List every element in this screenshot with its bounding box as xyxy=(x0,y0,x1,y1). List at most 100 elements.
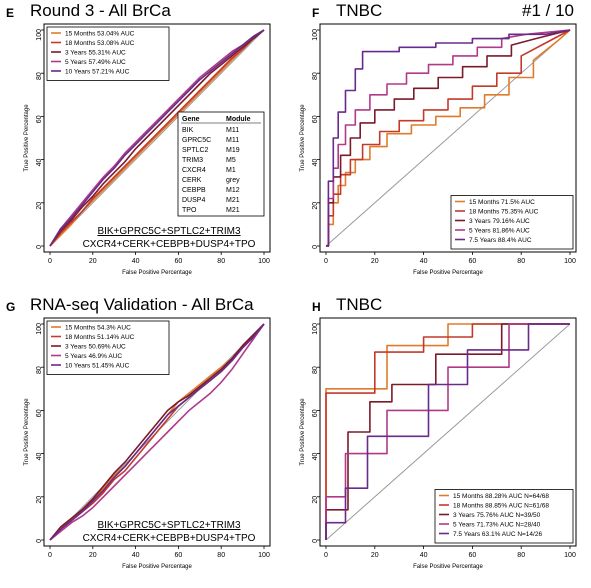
y-tick-label: 0 xyxy=(36,245,43,249)
table-cell-gene: DUSP4 xyxy=(182,197,205,204)
table-cell-gene: CEBPB xyxy=(182,187,206,194)
legend-entry: 18 Months 88.85% AUC N=61/68 xyxy=(453,503,549,510)
x-tick-label: 0 xyxy=(324,258,328,265)
x-tick-label: 100 xyxy=(258,258,270,265)
table-cell-module: M5 xyxy=(226,157,236,164)
legend-entry: 10 Years 57.21% AUC xyxy=(65,69,130,76)
legend-box xyxy=(46,320,170,375)
table-cell-module: M19 xyxy=(226,147,240,154)
x-tick-label: 80 xyxy=(517,552,525,559)
table-cell-module: M11 xyxy=(226,137,239,144)
formula-line-1: BIK+GPRC5C+SPTLC2+TRIM3 xyxy=(97,226,241,237)
x-tick-label: 0 xyxy=(48,552,52,559)
y-axis-label: True Positive Percentage xyxy=(24,398,30,466)
x-tick-label: 60 xyxy=(469,258,477,265)
y-axis-label: True Positive Percentage xyxy=(24,104,30,172)
table-header-gene: Gene xyxy=(182,116,200,123)
chart-title: TNBC xyxy=(336,1,383,20)
legend-entry: 15 Months 53.04% AUC xyxy=(65,31,135,38)
diagonal-reference-line xyxy=(325,29,571,247)
y-tick-label: 100 xyxy=(36,323,43,335)
table-cell-module: grey xyxy=(226,177,240,184)
x-tick-label: 100 xyxy=(564,258,576,265)
series-line-1 xyxy=(326,29,571,247)
x-tick-label: 40 xyxy=(420,552,428,559)
table-cell-module: M21 xyxy=(226,207,240,214)
formula-line-2: CXCR4+CERK+CEBPB+DUSP4+TPO xyxy=(83,533,256,544)
table-cell-gene: TRIM3 xyxy=(182,157,203,164)
chart-title: Round 3 - All BrCa xyxy=(30,1,171,20)
chart-tag: #1 / 10 xyxy=(522,1,574,20)
legend-box xyxy=(434,489,574,544)
table-cell-gene: SPTLC2 xyxy=(182,147,209,154)
y-tick-label: 20 xyxy=(36,496,43,504)
legend-entry: 18 Months 75.35% AUC xyxy=(469,209,539,216)
table-cell-gene: CERK xyxy=(182,177,202,184)
x-tick-label: 20 xyxy=(371,258,379,265)
x-axis-label: False Positive Percentage xyxy=(122,564,192,570)
x-tick-label: 40 xyxy=(420,258,428,265)
y-tick-label: 60 xyxy=(36,409,43,417)
series-line-3 xyxy=(49,323,265,541)
x-tick-label: 20 xyxy=(89,552,97,559)
chart-title: RNA-seq Validation - All BrCa xyxy=(30,295,254,314)
table-cell-module: M1 xyxy=(226,167,236,174)
table-frame xyxy=(177,111,265,217)
table-header-module: Module xyxy=(226,116,251,123)
legend-entry: 5 Years 46.9% AUC xyxy=(65,353,122,360)
legend: 15 Months 71.5% AUC 18 Months 75.35% AUC 3… xyxy=(450,195,574,250)
table-cell-gene: BIK xyxy=(182,127,194,134)
y-tick-label: 100 xyxy=(36,29,43,41)
y-tick-label: 80 xyxy=(36,72,43,80)
x-axis-label: False Positive Percentage xyxy=(413,564,483,570)
series-line-4 xyxy=(325,323,570,540)
x-axis-label: False Positive Percentage xyxy=(413,270,483,276)
panel-g: G RNA-seq Validation - All BrCa 0 20 40 60 8… xyxy=(0,294,295,588)
legend-entry: 18 Months 53.08% AUC xyxy=(65,40,135,47)
y-tick-label: 80 xyxy=(36,366,43,374)
panel-label: F xyxy=(312,6,320,20)
y-tick-label: 40 xyxy=(36,453,43,461)
series-line-2 xyxy=(49,29,265,247)
plot-frame xyxy=(43,23,271,253)
legend-entry: 15 Months 71.5% AUC xyxy=(469,199,535,206)
legend-entry: 10 Years 51.45% AUC xyxy=(65,363,130,370)
x-tick-label: 80 xyxy=(217,258,225,265)
formula-line-1: BIK+GPRC5C+SPTLC2+TRIM3 xyxy=(97,520,241,531)
legend-entry: 3 Years 79.16% AUC xyxy=(469,218,530,225)
x-tick-label: 20 xyxy=(371,552,379,559)
x-tick-label: 0 xyxy=(48,258,52,265)
y-tick-label: 80 xyxy=(312,366,319,374)
series-line-3 xyxy=(326,29,571,247)
plot-frame xyxy=(319,317,577,547)
legend-box xyxy=(450,195,574,250)
roc-chart-e: 0 20 40 60 80 100 0 20 40 60 80 100 False Positive P… xyxy=(24,23,271,276)
x-tick-label: 60 xyxy=(469,552,477,559)
y-tick-label: 0 xyxy=(36,539,43,543)
panel-e: E Round 3 - All BrCa 0 20 40 60 80 100 0 20 40 60… xyxy=(0,0,295,294)
legend-entry: 18 Months 51.14% AUC xyxy=(65,334,135,341)
y-tick-label: 40 xyxy=(312,453,319,461)
series-line-1 xyxy=(49,29,265,247)
y-tick-label: 40 xyxy=(36,159,43,167)
x-axis-label: False Positive Percentage xyxy=(122,270,192,276)
legend-entry: 7.5 Years 63.1% AUC N=14/26 xyxy=(453,531,542,538)
y-tick-label: 0 xyxy=(312,539,319,543)
series-line-2 xyxy=(326,29,571,247)
x-tick-label: 60 xyxy=(175,552,183,559)
x-tick-label: 80 xyxy=(217,552,225,559)
series-line-0 xyxy=(325,323,570,540)
legend: 15 Months 54.3% AUC 18 Months 51.14% AUC 3… xyxy=(46,320,170,375)
y-tick-label: 60 xyxy=(36,115,43,123)
legend-entry: 5 Years 81.86% AUC xyxy=(469,228,530,235)
panel-h: H TNBC 0 20 40 60 80 100 0 20 40 60 80 100 False Pos… xyxy=(296,294,591,588)
series-line-2 xyxy=(325,323,570,540)
legend-entry: 5 Years 71.73% AUC N=28/40 xyxy=(453,522,541,529)
y-tick-label: 100 xyxy=(312,29,319,41)
x-tick-label: 40 xyxy=(132,258,140,265)
series-line-4 xyxy=(49,29,265,247)
legend-entry: 3 Years 50.69% AUC xyxy=(65,344,126,351)
x-tick-label: 60 xyxy=(175,258,183,265)
y-tick-label: 0 xyxy=(312,245,319,249)
series-line-2 xyxy=(49,323,265,541)
